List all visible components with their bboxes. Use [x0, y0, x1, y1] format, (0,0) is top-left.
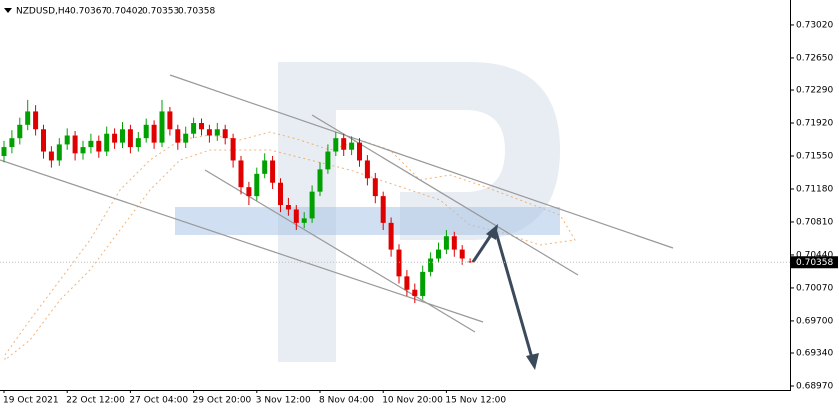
symbol: NZDUSD,H4 [16, 7, 71, 17]
candle-body [388, 222, 394, 250]
y-tick-label: 0.69340 [796, 349, 833, 359]
x-tick-label: 27 Oct 04:00 [129, 396, 188, 406]
candle-body [112, 133, 118, 143]
y-tick-label: 0.72290 [796, 86, 833, 96]
candle-body [285, 205, 291, 210]
candle-body [151, 124, 157, 143]
forecast-arrow [471, 224, 539, 370]
candle-body [80, 147, 86, 154]
candle-body [364, 160, 370, 179]
candle-body [1, 147, 7, 156]
open-value: 0.70367 [70, 7, 107, 17]
candle-body [451, 236, 457, 250]
candle-body [325, 151, 331, 170]
candle-body [120, 129, 125, 143]
candle-body [301, 218, 307, 223]
candle-body [293, 209, 299, 223]
trend-lines [0, 74, 674, 333]
candle-body [436, 249, 441, 259]
candle-body [238, 160, 244, 188]
y-tick-label: 0.68970 [796, 381, 833, 391]
y-tick-label: 0.71920 [796, 119, 833, 129]
candle-body [254, 173, 260, 197]
y-tick-label: 0.71180 [796, 184, 833, 194]
candle-body [104, 133, 110, 152]
candle-body [72, 135, 78, 154]
low-value: 0.70353 [142, 7, 179, 17]
y-tick-label: 0.72650 [796, 53, 833, 63]
candle-body [191, 123, 197, 134]
menu-icon [4, 8, 12, 13]
candle-body [262, 160, 268, 174]
y-tick-label: 0.70810 [796, 217, 833, 227]
candle-body [246, 187, 252, 197]
y-tick-label: 0.70070 [796, 283, 833, 293]
high-value: 0.70402 [106, 7, 143, 17]
candle-body [443, 236, 449, 250]
price-label: 0.70358 [796, 258, 833, 268]
candle-body [467, 261, 473, 263]
candle-body [33, 111, 39, 130]
candle-body [428, 258, 434, 272]
x-tick-label: 3 Nov 12:00 [256, 396, 311, 406]
candle-body [357, 142, 362, 161]
y-tick-label: 0.73020 [796, 20, 833, 30]
price-label-box [791, 256, 838, 269]
candle-body [380, 196, 386, 223]
candle-body [396, 249, 402, 277]
candle-body [230, 138, 236, 161]
candle-body [17, 124, 23, 139]
candle-body [159, 111, 165, 143]
candle-body [459, 249, 465, 259]
ichimoku-cloud [4, 131, 576, 362]
candle-body [372, 178, 378, 197]
candle-body [48, 151, 54, 161]
candle-body [175, 129, 181, 143]
candle-body [222, 129, 228, 139]
candle-body [214, 129, 220, 136]
candle-body [41, 129, 46, 152]
candle-body [9, 138, 15, 148]
candle-body [56, 144, 62, 161]
candle-body [278, 182, 283, 206]
candle-body [341, 138, 347, 150]
y-tick-label: 0.71550 [796, 152, 833, 162]
candle-body [199, 123, 204, 130]
support-zone [175, 207, 560, 235]
candle-body [96, 140, 102, 152]
candle-body [143, 124, 149, 139]
candle-body [206, 129, 212, 136]
candle-body [270, 160, 276, 183]
close-value: 0.70358 [178, 7, 215, 17]
candle-body [88, 140, 94, 148]
x-tick-label: 10 Nov 20:00 [382, 396, 443, 406]
candle-body [127, 129, 133, 148]
candle-body [317, 169, 323, 192]
candle-body [349, 142, 355, 150]
candle-body [404, 276, 410, 290]
candle-body [167, 111, 173, 130]
x-tick-label: 8 Nov 04:00 [319, 396, 374, 406]
candle-body [412, 289, 418, 296]
candle-body [420, 271, 426, 296]
x-tick-label: 15 Nov 12:00 [445, 396, 506, 406]
y-tick-label: 0.70440 [796, 250, 833, 260]
candles [1, 99, 473, 304]
candle-body [25, 111, 31, 125]
candle-body [333, 138, 339, 152]
candle-body [183, 133, 189, 143]
candle-body [309, 191, 315, 219]
candle-body [135, 138, 141, 148]
x-tick-label: 19 Oct 2021 [3, 396, 59, 406]
x-tick-label: 29 Oct 20:00 [193, 396, 252, 406]
x-tick-label: 22 Oct 12:00 [66, 396, 125, 406]
y-tick-label: 0.69700 [796, 316, 833, 326]
candle-body [64, 135, 70, 145]
